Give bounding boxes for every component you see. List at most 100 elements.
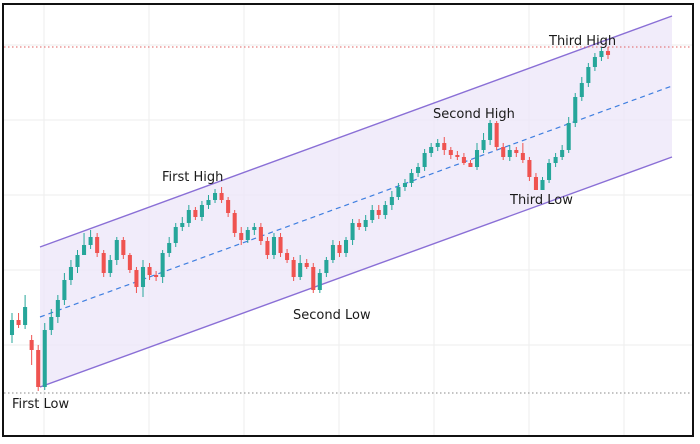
candle-body [605,51,611,55]
candle-body [468,163,473,167]
candle-body [154,275,159,277]
candle-body [520,153,525,160]
candle-body [180,223,185,227]
candle-body [245,230,250,240]
candle-body [429,147,434,153]
candle-body [239,233,244,240]
candle-body [553,157,558,163]
candle-body [357,223,362,227]
candle-body [540,180,545,190]
candle-body [16,320,21,325]
candle-body [23,307,28,325]
candle-body [42,330,47,387]
candle-body [370,210,375,220]
candle-body [311,267,316,290]
candle-body [252,227,257,230]
candle-body [350,223,355,240]
candle-body [376,210,381,215]
candle-body [507,150,512,157]
candle-body [167,243,172,253]
candle-body [343,240,349,253]
candle-body [232,213,237,233]
candle-body [9,320,15,335]
candle-body [501,147,506,157]
candle-body [514,150,519,153]
candle-body [474,150,480,167]
candle-body [121,240,126,255]
candle-body [55,300,60,317]
candle-body [435,143,440,147]
candle-body [278,237,283,253]
candle-body [68,267,73,280]
candle-body [422,153,427,167]
candle-body [442,143,447,150]
label-first-high: First High [162,170,223,185]
candle-body [160,253,165,277]
candle-body [586,67,591,83]
candle-body [213,193,218,200]
candle-body [389,197,394,205]
candle-body [527,160,532,177]
candle-body [265,241,270,255]
label-first-low: First Low [12,397,69,412]
candle-body [409,173,414,183]
candle-body [396,187,401,197]
candle-body [226,200,231,213]
candle-body [330,245,335,260]
candle-body [481,140,486,150]
candle-body [49,317,54,330]
channel-upper-line [39,15,673,248]
candle-body [271,237,277,255]
candle-body [592,57,597,67]
candle-body [383,205,388,215]
candle-body [75,255,80,267]
candle-body [402,183,407,187]
candle-body [134,270,139,287]
candle-body [206,200,211,205]
label-second-high: Second High [433,107,515,122]
candle-body [573,97,578,123]
candle-body [219,193,224,200]
candle-body [488,123,493,140]
candle-body [82,245,87,255]
price-channel-chart: First Low First High Second Low Second High… [4,5,692,435]
candle-body [324,260,329,273]
candle-body [533,177,538,190]
label-third-high: Third High [548,34,616,49]
candle-body [147,267,152,275]
candle-body [258,227,263,241]
chart-frame: First Low First High Second Low Second High… [2,3,694,437]
candle-body [108,260,113,273]
candle-body [455,155,460,157]
candle-body [547,163,552,180]
channel-midline [39,85,673,318]
candle-body [29,340,34,350]
candle-body [599,51,604,57]
candle-body [193,210,198,217]
candle-body [291,260,296,277]
candle-body [140,267,146,287]
candle-body [199,205,204,217]
candle-body [95,237,100,253]
candle-body [114,240,119,260]
candle-body [101,253,106,273]
candle-body [448,150,453,155]
candle-body [285,253,290,260]
candle-body [461,157,466,163]
candle-body [62,280,67,300]
candle-body [304,263,309,267]
candle-body [566,123,571,150]
candle-body [317,273,322,290]
label-third-low: Third Low [509,193,573,208]
candle-body [579,83,584,97]
candle-body [298,263,303,277]
candle-body [494,123,499,147]
candle-body [127,255,132,270]
channel-lower-line [39,156,673,388]
candle-body [88,237,93,245]
candle-body [560,150,565,157]
candle-body [363,220,368,227]
candle-body [186,210,191,223]
candle-body [416,167,421,173]
candle-body [173,227,178,243]
